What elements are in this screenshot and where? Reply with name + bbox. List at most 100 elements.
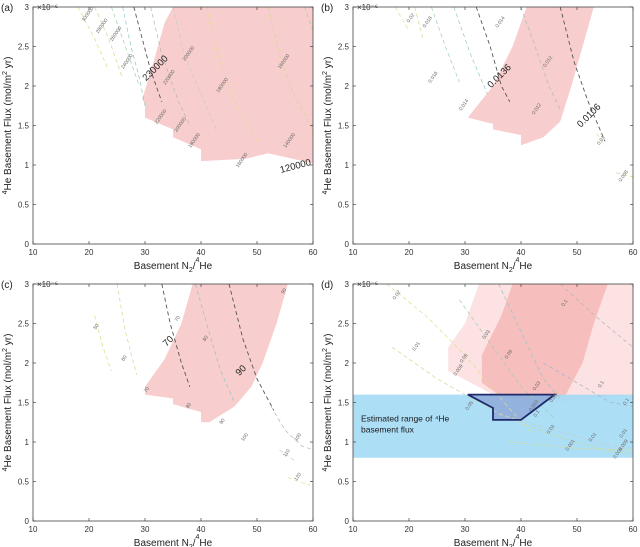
contour-label: 70 [174,315,182,323]
y-tick-label: 0 [345,517,350,526]
y-exponent-label: ×10⁻⁶ [37,280,58,289]
y-tick-label: 0 [25,517,30,526]
panel-label: (d) [321,280,333,291]
contour-line-0.01 [391,346,633,455]
x-tick-label: 50 [573,248,582,257]
x-tick-label: 40 [197,525,206,534]
contour-label: 280000 [95,17,110,34]
y-tick-label: 1.5 [18,122,30,131]
contour-line-0.001 [498,414,633,449]
x-tick-label: 30 [141,525,150,534]
x-tick-label: 60 [629,248,638,257]
x-tick-label: 10 [349,525,358,534]
feasible-region-outline [467,393,558,421]
panel-label: (c) [1,280,13,291]
contour-label: 0.02 [392,289,403,301]
contour-line-0.018 [414,7,424,39]
x-axis-label: Basement N2/4He [454,534,533,547]
contour-label: 0.02 [406,12,417,24]
y-exponent-label: ×10⁻⁶ [357,3,378,12]
y-tick-label: 2.5 [338,320,350,329]
y-axis-label: 4He Basement Flux (mol/m2 yr) [322,334,334,472]
x-tick-label: 60 [629,525,638,534]
shaded-region-4 [467,394,555,420]
x-tick-label: 20 [405,525,414,534]
contour-line-120 [287,477,311,486]
x-tick-label: 20 [85,525,94,534]
contour-label: 0.05 [459,353,470,365]
contour-line-220000 [150,7,191,126]
contour-line-0.0106 [559,7,606,142]
contour-label: 0.03 [532,380,543,392]
shaded-region-1 [142,7,313,164]
contour-label: 0.03 [481,329,492,341]
contour-line-160000 [267,7,313,130]
contour-line-0.01 [596,133,606,146]
plot-area: 0.02 0.01 0.03 0.05 0.05 0.03 0.05 0.1 0.1 0.1 0.0… [353,284,633,460]
shaded-region-3 [353,394,633,458]
y-axis-label: 4He Basement Flux (mol/m2 yr) [2,334,14,472]
shaded-region-2 [481,284,608,403]
x-tick-label: 40 [197,248,206,257]
contour-line-0.02 [386,284,533,435]
x-tick-label: 10 [29,525,38,534]
contour-line-0.05 [498,284,561,399]
y-tick-label: 2 [25,359,30,368]
x-tick-label: 20 [405,248,414,257]
contour-line-0.0136 [475,7,511,103]
y-tick-label: 2.5 [18,320,30,329]
y-axis-label: 4He Basement Flux (mol/m2 yr) [322,57,334,195]
y-exponent-label: ×10⁻⁶ [37,3,58,12]
contour-line-240000 [122,7,146,106]
contour-line-300000 [77,7,109,71]
contour-label: 120 [293,472,303,482]
contour-label: 0.016 [427,71,439,85]
y-tick-label: 0.5 [338,201,350,210]
y-tick-label: 2 [345,82,350,91]
contour-line-0.016 [431,7,460,83]
y-tick-label: 0.5 [18,478,30,487]
y-tick-label: 2.5 [338,43,350,52]
y-tick-label: 1.5 [18,399,30,408]
y-tick-label: 1.5 [338,122,350,131]
contour-label: 90 [280,287,288,295]
contour-line-0.009 [509,441,633,451]
contour-label: 0.1 [597,380,606,389]
y-axis-label: 4He Basement Flux (mol/m2 yr) [2,57,14,195]
contour-label: 0.0106 [575,102,603,130]
contour-label: 260000 [109,25,124,42]
contour-label: 300000 [81,6,96,23]
contour-line-0.008 [616,172,633,178]
x-axis-label: Basement N2/4He [134,257,213,274]
shaded-region-1 [145,284,288,423]
contour-label: 120000 [279,157,312,176]
shaded-region-1 [467,7,594,146]
contour-label: 100 [293,432,303,442]
y-tick-label: 2 [25,82,30,91]
contour-label: 0.014 [458,98,470,112]
y-tick-label: 0.5 [18,201,30,210]
y-tick-label: 0 [25,240,30,249]
x-tick-label: 30 [141,248,150,257]
contour-line-50 [94,315,112,372]
annotation-line-1: Estimated range of ⁴He [361,413,449,423]
plot-area: 0.02 0.0180.0160.0140.0140.01360.0120.012… [394,7,633,183]
contour-label: 70 [143,386,151,394]
y-tick-label: 0.5 [338,478,350,487]
x-tick-label: 40 [517,525,526,534]
contour-label: 0.05 [465,400,476,412]
annotation-line-2: basement flux [361,424,415,434]
y-tick-label: 2 [345,359,350,368]
contour-label: 0.03 [546,424,557,436]
contour-line-110 [279,449,297,463]
y-tick-label: 3 [25,280,30,289]
x-tick-label: 60 [309,248,318,257]
contour-label: 0.05 [549,392,560,404]
contour-label: 0.1 [622,397,631,406]
contour-line-70 [161,284,191,387]
contour-label: 110 [282,448,292,458]
contour-label: 0.014 [495,15,507,29]
